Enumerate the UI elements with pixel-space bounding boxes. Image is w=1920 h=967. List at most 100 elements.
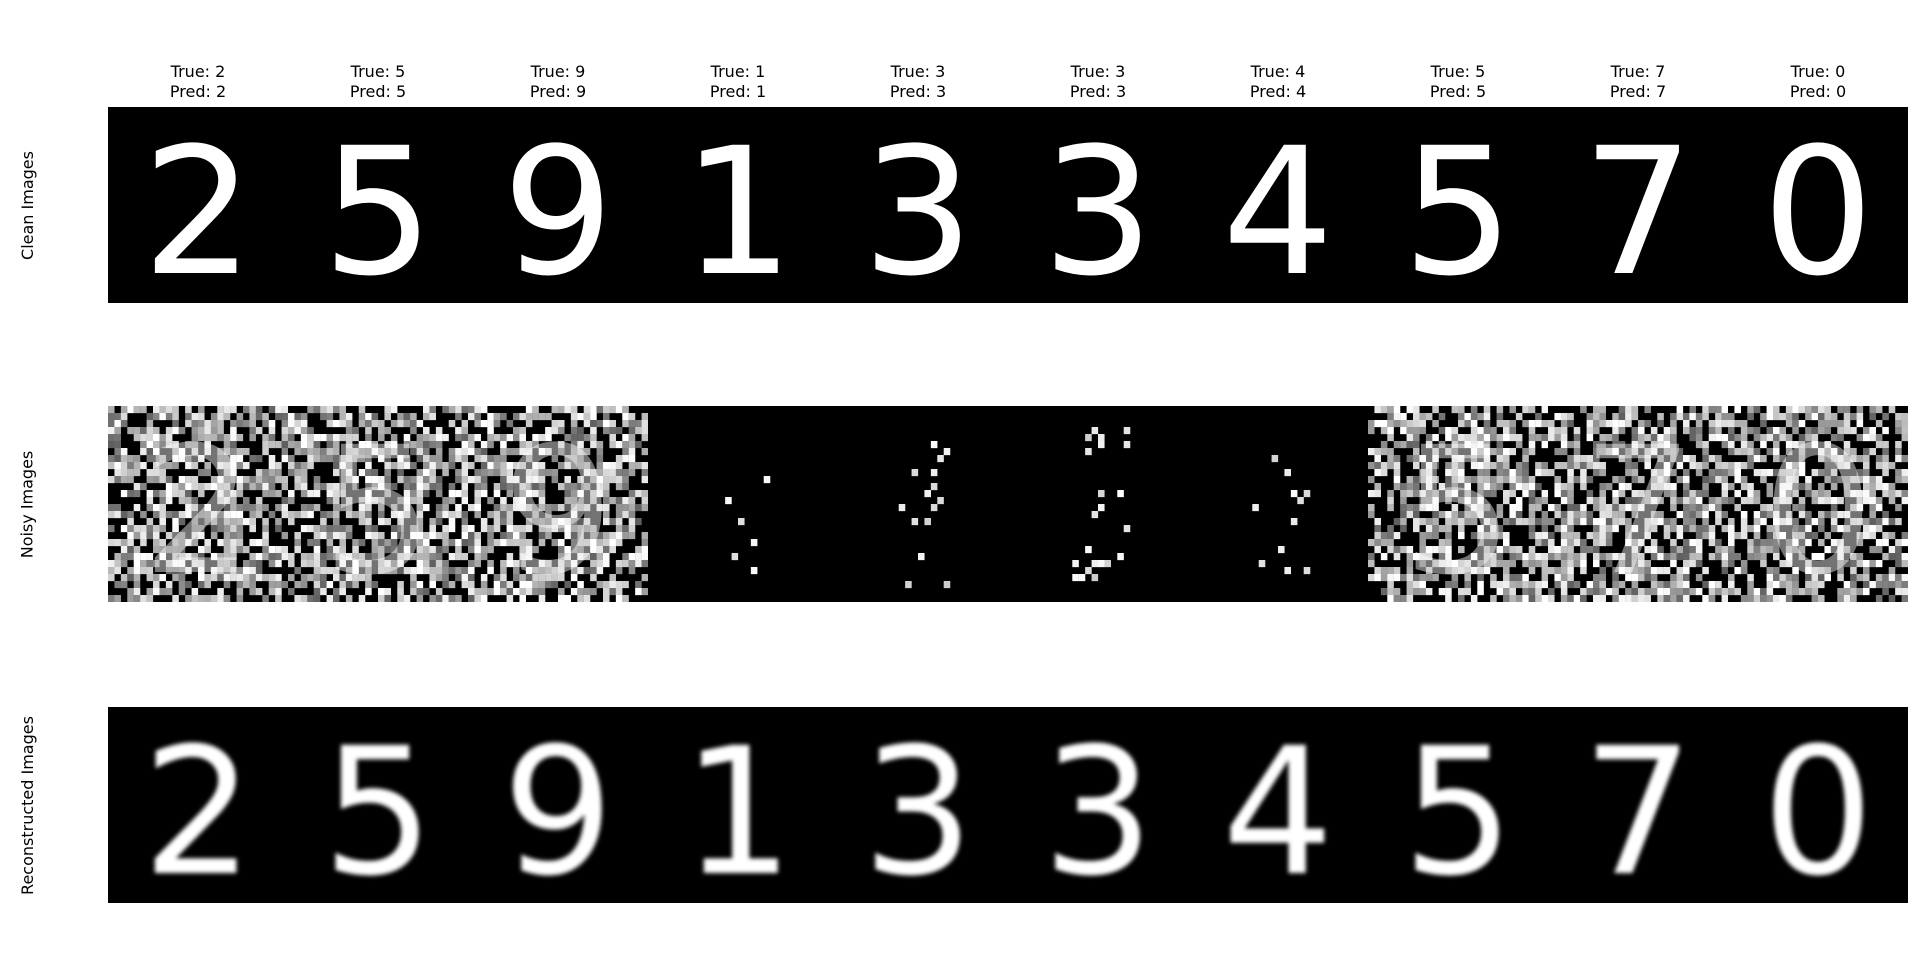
column-title: True: 2 Pred: 2 [108, 62, 288, 102]
digit-glyph: 3 [1042, 710, 1154, 903]
digit-glyph: 1 [648, 406, 828, 602]
true-label: True: 4 [1250, 62, 1306, 81]
digit-image-noisy: 5 [1368, 406, 1548, 602]
column-title: True: 4 Pred: 4 [1188, 62, 1368, 102]
digit-glyph: 7 [1582, 710, 1694, 903]
digit-glyph: 5 [1402, 409, 1514, 602]
digit-glyph: 0 [1762, 110, 1874, 303]
digit-character: 4 [1222, 710, 1334, 903]
row-label-clean: Clean Images [17, 150, 37, 260]
digit-character: 4 [1222, 409, 1334, 602]
true-label: True: 7 [1610, 62, 1666, 81]
digit-image-clean: 7 [1548, 107, 1728, 303]
digit-image-noisy: 5 [288, 406, 468, 602]
digit-image-reconstructed: 4 [1188, 707, 1368, 903]
digit-character: 9 [502, 110, 614, 303]
digit-image-noisy: 3 [828, 406, 1008, 602]
digit-image-reconstructed: 0 [1728, 707, 1908, 903]
pred-label: Pred: 9 [529, 82, 587, 101]
pred-label: Pred: 7 [1609, 82, 1667, 101]
digit-character: 5 [322, 409, 434, 602]
column-title: True: 7 Pred: 7 [1548, 62, 1728, 102]
digit-glyph: 5 [322, 710, 434, 903]
digit-character: 7 [1582, 409, 1694, 602]
column-title: True: 5 Pred: 5 [288, 62, 468, 102]
pred-label: Pred: 1 [709, 82, 767, 101]
true-label: True: 9 [530, 62, 586, 81]
digit-glyph: 2 [142, 710, 254, 903]
digit-glyph: 4 [1222, 110, 1334, 303]
digit-character: 3 [1042, 110, 1154, 303]
column-title: True: 1 Pred: 1 [648, 62, 828, 102]
digit-image-clean: 3 [1008, 107, 1188, 303]
noise-pixels [468, 406, 648, 602]
column-title: True: 3 Pred: 3 [1008, 62, 1188, 102]
digit-character: 1 [682, 710, 794, 903]
digit-glyph: 3 [862, 710, 974, 903]
digit-image-clean: 3 [828, 107, 1008, 303]
digit-glyph: 1 [682, 710, 794, 903]
noise-pixels [898, 441, 951, 589]
digit-character: 1 [682, 409, 794, 602]
digit-image-noisy: 2 [108, 406, 288, 602]
digit-image-reconstructed: 9 [468, 707, 648, 903]
column-title: True: 5 Pred: 5 [1368, 62, 1548, 102]
digit-image-noisy: 3 [1008, 406, 1188, 602]
digit-glyph: 0 [1762, 710, 1874, 903]
digit-glyph: 5 [1402, 710, 1514, 903]
digit-character: 3 [1042, 710, 1154, 903]
digit-character: 1 [682, 110, 794, 303]
digit-glyph: 0 [1762, 409, 1874, 602]
digit-image-clean: 5 [1368, 107, 1548, 303]
digit-image-reconstructed: 7 [1548, 707, 1728, 903]
digit-glyph: 7 [1582, 110, 1694, 303]
digit-character: 0 [1762, 110, 1874, 303]
digit-glyph: 4 [1188, 406, 1368, 602]
digit-character: 3 [862, 110, 974, 303]
noise-pixels [1728, 406, 1908, 602]
noise-pixels [1368, 406, 1548, 602]
digit-image-clean: 1 [648, 107, 828, 303]
digit-character: 9 [502, 710, 614, 903]
digit-image-reconstructed: 5 [288, 707, 468, 903]
digit-glyph: 2 [142, 110, 254, 303]
noise-pixels [1548, 406, 1728, 602]
row-label-noisy: Noisy Images [17, 450, 37, 558]
noise-pixels [288, 406, 468, 602]
digit-character: 7 [1582, 710, 1694, 903]
digit-character: 2 [142, 409, 254, 602]
true-label: True: 3 [1070, 62, 1126, 81]
true-label: True: 0 [1790, 62, 1846, 81]
true-label: True: 2 [170, 62, 226, 81]
digit-character: 5 [322, 710, 434, 903]
digit-image-clean: 0 [1728, 107, 1908, 303]
digit-character: 5 [1402, 110, 1514, 303]
pred-label: Pred: 3 [1069, 82, 1127, 101]
digit-glyph: 3 [1008, 406, 1188, 602]
digit-character: 3 [862, 409, 974, 602]
noise-pixels [1252, 455, 1311, 575]
digit-image-noisy: 4 [1188, 406, 1368, 602]
digit-glyph: 3 [828, 406, 1008, 602]
digit-character: 0 [1762, 409, 1874, 602]
digit-image-noisy: 1 [648, 406, 828, 602]
digit-character: 0 [1762, 710, 1874, 903]
digit-glyph: 5 [1402, 110, 1514, 303]
digit-glyph: 3 [1042, 110, 1154, 303]
digit-image-reconstructed: 3 [828, 707, 1008, 903]
digit-image-noisy: 9 [468, 406, 648, 602]
pred-label: Pred: 5 [1429, 82, 1487, 101]
digit-character: 5 [1402, 409, 1514, 602]
pred-label: Pred: 4 [1249, 82, 1307, 101]
noise-pixels [1072, 427, 1131, 582]
digit-character: 4 [1222, 110, 1334, 303]
digit-glyph: 3 [862, 110, 974, 303]
pred-label: Pred: 0 [1789, 82, 1847, 101]
true-label: True: 1 [710, 62, 766, 81]
digit-character: 7 [1582, 110, 1694, 303]
true-label: True: 3 [890, 62, 946, 81]
digit-image-reconstructed: 1 [648, 707, 828, 903]
digit-image-clean: 5 [288, 107, 468, 303]
